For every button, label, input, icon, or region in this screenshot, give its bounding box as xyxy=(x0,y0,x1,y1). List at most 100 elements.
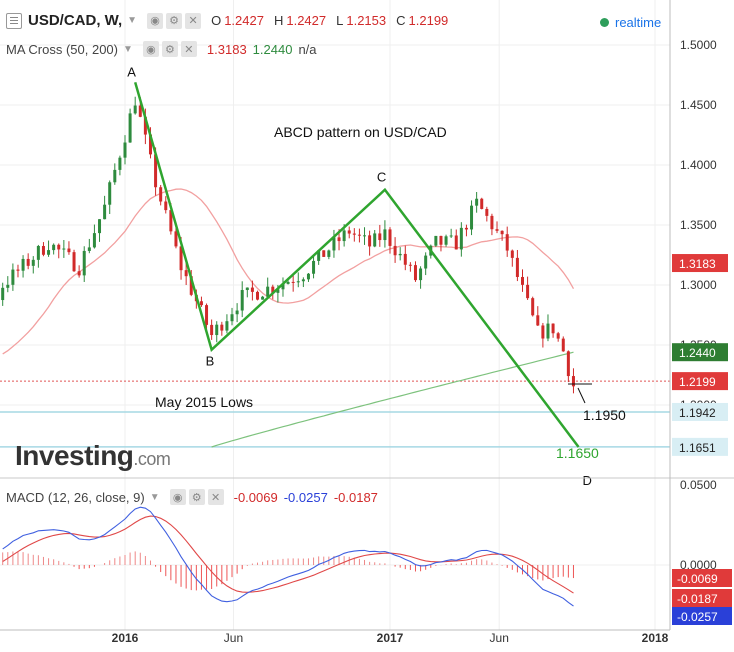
support-label: May 2015 Lows xyxy=(155,394,253,410)
candle-body xyxy=(515,257,519,277)
price-tick-label: 1.3500 xyxy=(680,218,717,232)
candle-body xyxy=(256,291,259,300)
close-value: 1.2199 xyxy=(408,13,449,28)
candle-body xyxy=(408,264,412,266)
pattern-point-label-b: B xyxy=(206,354,215,369)
close-icon[interactable]: ✕ xyxy=(185,12,202,29)
candle-body xyxy=(368,235,372,247)
chevron-down-icon[interactable]: ▼ xyxy=(127,15,138,26)
close-icon[interactable]: ✕ xyxy=(180,41,197,57)
high-value: 1.2427 xyxy=(286,13,327,28)
candle-body xyxy=(215,324,219,336)
realtime-indicator[interactable]: realtime xyxy=(600,15,661,30)
candle-body xyxy=(337,237,341,242)
price-badge xyxy=(672,402,728,421)
candle-body xyxy=(281,283,285,290)
time-tick-label: Jun xyxy=(490,631,509,645)
gear-icon[interactable]: ⚙ xyxy=(188,489,205,505)
ma-slow-value: 1.2440 xyxy=(252,41,293,57)
chart-title: ABCD pattern on USD/CAD xyxy=(274,124,447,140)
candle-body xyxy=(327,250,331,257)
candle-body xyxy=(286,281,290,284)
macd-legend-buttons: ◉ ⚙ ✕ xyxy=(169,489,224,505)
candle-body xyxy=(347,230,351,234)
price-badge-label: 1.2440 xyxy=(679,346,716,360)
candle-body xyxy=(419,268,423,281)
candle-body xyxy=(235,310,239,315)
projection-label-1: 1.1950 xyxy=(583,407,626,423)
pattern-point-label-c: C xyxy=(377,170,386,185)
projection-label-2: 1.1650 xyxy=(556,445,599,461)
eye-icon[interactable]: ◉ xyxy=(169,489,186,505)
candle-body xyxy=(118,157,122,170)
candle-body xyxy=(485,208,489,216)
price-tick-label: 1.4500 xyxy=(680,98,717,112)
candle-body xyxy=(103,204,107,220)
logo-suffix: .com xyxy=(133,449,171,469)
candle-body xyxy=(546,323,550,339)
macd-badge-label: -0.0069 xyxy=(677,572,718,586)
candle-body xyxy=(296,281,300,283)
candle-body xyxy=(541,325,545,339)
candle-body xyxy=(47,250,51,255)
candle-body xyxy=(388,229,392,246)
logo-main: Investing xyxy=(15,440,134,471)
candle-body xyxy=(434,235,438,246)
gear-icon[interactable]: ⚙ xyxy=(161,41,178,57)
price-badge xyxy=(672,343,728,362)
candle-body xyxy=(322,250,326,257)
ma-legend-name[interactable]: MA Cross (50, 200) xyxy=(6,41,118,57)
high-label: H xyxy=(273,13,284,28)
macd-signal-value: -0.0187 xyxy=(333,489,378,505)
candle-body xyxy=(566,351,570,377)
symbol-legend: USD/CAD, W, ▼ ◉ ⚙ ✕ O 1.2427 H 1.2427 L … xyxy=(6,12,448,29)
candle-body xyxy=(413,265,417,281)
eye-icon[interactable]: ◉ xyxy=(147,12,164,29)
open-label: O xyxy=(211,13,222,28)
candle-body xyxy=(449,235,453,237)
candle-body xyxy=(1,287,5,301)
candle-body xyxy=(383,229,387,241)
candle-body xyxy=(92,233,96,248)
gear-icon[interactable]: ⚙ xyxy=(166,12,183,29)
candle-body xyxy=(138,105,142,117)
candle-body xyxy=(31,259,35,266)
candle-body xyxy=(571,376,575,387)
candle-body xyxy=(480,198,484,209)
candle-body xyxy=(62,248,66,250)
chevron-down-icon[interactable]: ▼ xyxy=(123,43,133,55)
macd-badge-label: -0.0257 xyxy=(677,610,718,624)
candle-body xyxy=(26,258,30,266)
macd-legend-name[interactable]: MACD (12, 26, close, 9) xyxy=(6,489,145,505)
chevron-down-icon[interactable]: ▼ xyxy=(149,491,160,503)
candle-body xyxy=(531,298,535,316)
grid-layer xyxy=(0,0,670,630)
symbol-title[interactable]: USD/CAD, W, xyxy=(28,12,123,29)
eye-icon[interactable]: ◉ xyxy=(142,41,159,57)
candle-body xyxy=(52,244,56,251)
macd-tick-label: 0.0500 xyxy=(680,478,717,492)
macd-legend: MACD (12, 26, close, 9) ▼ ◉ ⚙ ✕ -0.0069 … xyxy=(6,489,378,505)
abcd-pattern-layer xyxy=(133,81,580,448)
candles-layer xyxy=(1,96,575,394)
candle-body xyxy=(490,215,494,230)
realtime-label: realtime xyxy=(615,15,662,30)
legend-buttons: ◉ ⚙ ✕ xyxy=(147,12,202,29)
candle-body xyxy=(77,271,81,276)
candle-body xyxy=(342,230,346,242)
candle-body xyxy=(271,286,275,293)
candle-body xyxy=(36,245,40,260)
candle-body xyxy=(184,270,188,277)
macd-badge xyxy=(672,569,732,587)
price-badge xyxy=(672,437,728,456)
menu-icon[interactable] xyxy=(6,12,22,29)
candle-body xyxy=(225,321,229,331)
ma-third-value: n/a xyxy=(298,41,317,57)
candle-body xyxy=(159,187,163,202)
close-icon[interactable]: ✕ xyxy=(207,489,224,505)
open-value: 1.2427 xyxy=(224,13,264,28)
candle-body xyxy=(505,234,509,251)
status-dot-icon xyxy=(600,18,609,27)
candle-body xyxy=(373,233,377,247)
